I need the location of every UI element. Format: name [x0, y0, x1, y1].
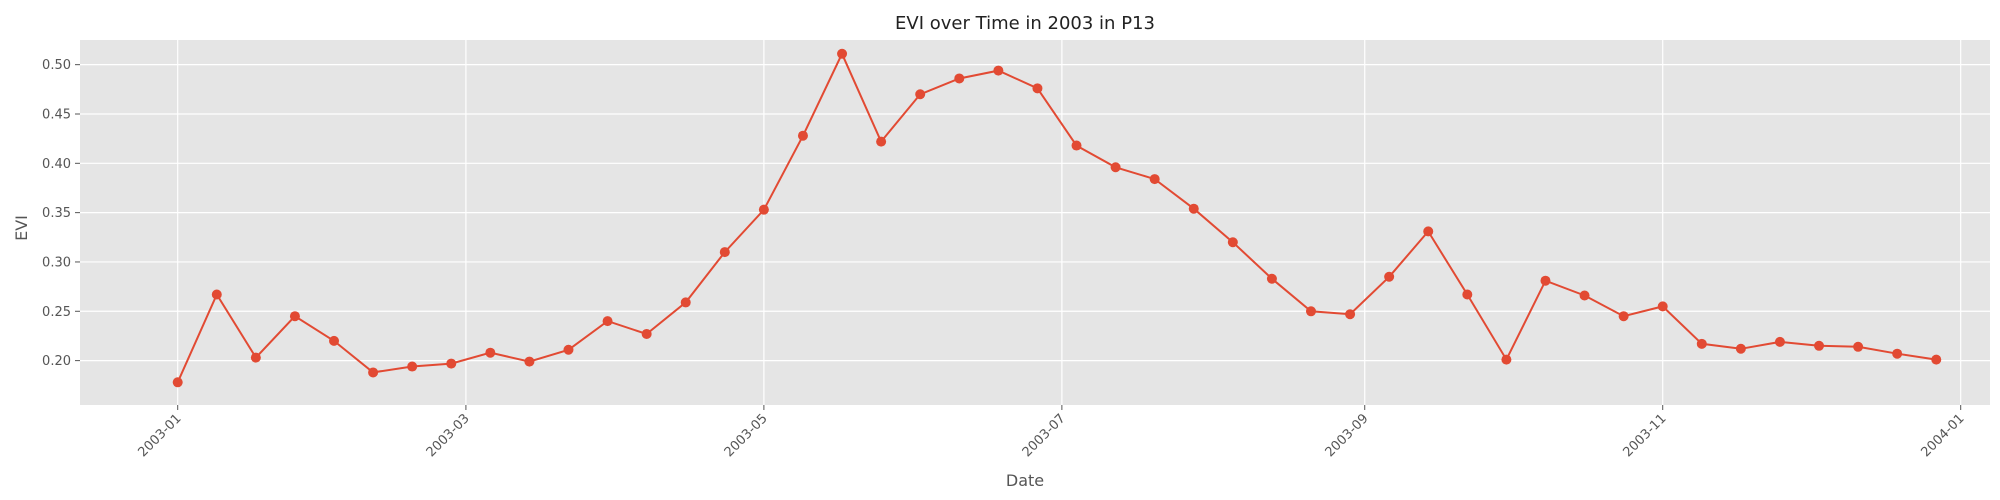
data-point: [1853, 341, 1864, 352]
data-point: [1032, 83, 1043, 94]
x-axis-label: Date: [1006, 471, 1044, 490]
data-point: [407, 361, 418, 372]
y-axis-label: EVI: [12, 215, 31, 241]
data-point: [1540, 275, 1551, 286]
data-point: [1345, 309, 1356, 320]
data-point: [954, 73, 965, 84]
y-tick-label: 0.45: [42, 107, 71, 122]
data-point: [1462, 289, 1473, 300]
grid-lines: [80, 40, 1990, 405]
data-point: [1149, 174, 1160, 185]
data-point: [1305, 306, 1316, 317]
data-point: [446, 358, 457, 369]
y-tick-label: 0.50: [42, 58, 71, 73]
data-point: [1384, 271, 1395, 282]
x-tick-label: 2004-01: [1918, 411, 1967, 460]
data-point: [1071, 140, 1082, 151]
y-axis: 0.20 0.25 0.30 0.35 0.40 0.45 0.50: [42, 58, 80, 369]
plot-area: [80, 40, 1990, 405]
data-point: [329, 335, 340, 346]
data-point: [1227, 237, 1238, 248]
y-tick-label: 0.40: [42, 157, 71, 172]
evi-series-points: [172, 48, 1942, 388]
x-tick-label: 2003-07: [1020, 411, 1069, 460]
data-point: [1774, 336, 1785, 347]
y-tick-label: 0.30: [42, 255, 71, 270]
x-axis: 2003-01 2003-03 2003-05 2003-07 2003-09 2003-…: [136, 405, 1968, 460]
y-tick-label: 0.20: [42, 354, 71, 369]
data-point: [1618, 311, 1629, 322]
x-tick-label: 2003-01: [136, 411, 185, 460]
data-point: [1579, 290, 1590, 301]
x-tick-label: 2003-03: [424, 411, 473, 460]
data-point: [485, 347, 496, 358]
data-point: [368, 367, 379, 378]
x-tick-label: 2003-09: [1323, 411, 1372, 460]
data-point: [837, 48, 848, 59]
data-point: [1501, 354, 1512, 365]
data-point: [1931, 354, 1942, 365]
data-point: [915, 89, 926, 100]
data-point: [1892, 348, 1903, 359]
data-point: [289, 311, 300, 322]
data-point: [719, 247, 730, 258]
data-point: [1657, 301, 1668, 312]
data-point: [758, 204, 769, 215]
data-point: [563, 344, 574, 355]
data-point: [1188, 203, 1199, 214]
x-tick-label: 2003-11: [1621, 411, 1670, 460]
data-point: [1110, 162, 1121, 173]
chart-title: EVI over Time in 2003 in P13: [895, 13, 1155, 34]
data-point: [1735, 343, 1746, 354]
data-point: [250, 352, 261, 363]
data-point: [1423, 226, 1434, 237]
y-tick-label: 0.35: [42, 206, 71, 221]
data-point: [1814, 340, 1825, 351]
data-point: [993, 65, 1004, 76]
data-point: [602, 316, 613, 327]
data-point: [680, 297, 691, 308]
x-tick-label: 2003-05: [722, 411, 771, 460]
data-point: [524, 356, 535, 367]
data-point: [172, 377, 183, 388]
data-point: [211, 289, 222, 300]
y-tick-label: 0.25: [42, 305, 71, 320]
data-point: [1696, 338, 1707, 349]
evi-series-line: [176, 51, 1937, 383]
data-point: [641, 328, 652, 339]
data-point: [1266, 273, 1277, 284]
data-point: [876, 136, 887, 147]
data-point: [797, 130, 808, 141]
